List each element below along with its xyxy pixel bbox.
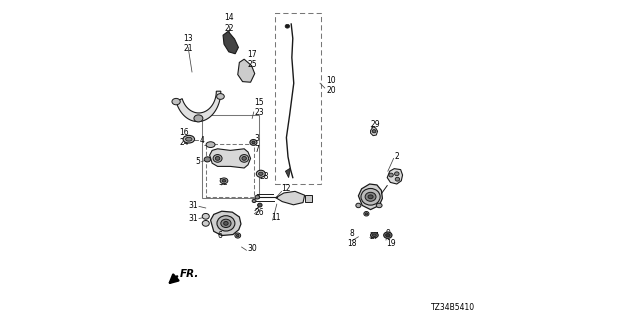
Text: 3
7: 3 7 bbox=[255, 134, 260, 154]
Ellipse shape bbox=[242, 156, 246, 160]
Ellipse shape bbox=[394, 172, 399, 176]
Ellipse shape bbox=[221, 219, 231, 228]
Ellipse shape bbox=[259, 172, 263, 175]
Ellipse shape bbox=[368, 195, 373, 199]
Ellipse shape bbox=[220, 178, 228, 184]
Ellipse shape bbox=[224, 221, 228, 225]
Ellipse shape bbox=[371, 233, 378, 238]
Ellipse shape bbox=[361, 188, 380, 205]
Ellipse shape bbox=[255, 195, 260, 199]
Ellipse shape bbox=[364, 212, 369, 216]
Ellipse shape bbox=[183, 135, 195, 143]
Text: FR.: FR. bbox=[180, 269, 200, 279]
Ellipse shape bbox=[240, 155, 248, 162]
Text: 4: 4 bbox=[199, 136, 204, 145]
Ellipse shape bbox=[235, 233, 241, 238]
Ellipse shape bbox=[396, 177, 399, 181]
Text: 5: 5 bbox=[195, 157, 200, 166]
Ellipse shape bbox=[222, 180, 226, 182]
Text: 1
6: 1 6 bbox=[218, 221, 223, 240]
Ellipse shape bbox=[356, 203, 361, 208]
Bar bbox=[275, 13, 321, 184]
Bar bbox=[202, 115, 259, 198]
Bar bbox=[206, 144, 255, 197]
Ellipse shape bbox=[365, 213, 367, 215]
Text: 30: 30 bbox=[248, 244, 257, 253]
Text: 9
19: 9 19 bbox=[386, 229, 396, 248]
Text: 12: 12 bbox=[281, 184, 291, 193]
Ellipse shape bbox=[388, 173, 393, 177]
Ellipse shape bbox=[204, 157, 211, 162]
Ellipse shape bbox=[376, 203, 382, 208]
Text: 26: 26 bbox=[254, 208, 264, 217]
Text: 2: 2 bbox=[394, 152, 399, 161]
Text: 28: 28 bbox=[260, 172, 269, 180]
Ellipse shape bbox=[202, 213, 209, 219]
Polygon shape bbox=[358, 184, 383, 210]
Polygon shape bbox=[285, 168, 291, 178]
Ellipse shape bbox=[256, 170, 266, 177]
Text: 27: 27 bbox=[369, 232, 379, 241]
Ellipse shape bbox=[250, 140, 257, 145]
Ellipse shape bbox=[383, 232, 392, 238]
Ellipse shape bbox=[372, 234, 376, 236]
Bar bbox=[305, 195, 312, 202]
Ellipse shape bbox=[215, 156, 220, 160]
Text: 31: 31 bbox=[188, 214, 198, 223]
Ellipse shape bbox=[186, 137, 192, 141]
Text: 14
22: 14 22 bbox=[224, 13, 234, 33]
Text: 8
18: 8 18 bbox=[347, 229, 356, 248]
Ellipse shape bbox=[252, 199, 256, 203]
Polygon shape bbox=[176, 91, 221, 122]
Ellipse shape bbox=[372, 130, 376, 133]
Text: 29: 29 bbox=[371, 120, 380, 129]
Polygon shape bbox=[211, 211, 241, 236]
Text: 17
25: 17 25 bbox=[247, 50, 257, 69]
Polygon shape bbox=[238, 59, 255, 82]
Ellipse shape bbox=[194, 115, 203, 122]
Polygon shape bbox=[210, 149, 251, 168]
Text: 13
21: 13 21 bbox=[183, 34, 193, 53]
Text: 11: 11 bbox=[271, 213, 281, 222]
Polygon shape bbox=[276, 191, 305, 205]
Ellipse shape bbox=[216, 93, 224, 99]
Text: 10
20: 10 20 bbox=[326, 76, 336, 95]
Ellipse shape bbox=[252, 141, 255, 144]
Ellipse shape bbox=[202, 220, 209, 226]
Ellipse shape bbox=[237, 234, 239, 237]
Ellipse shape bbox=[258, 203, 262, 207]
Ellipse shape bbox=[365, 192, 376, 201]
Text: 31: 31 bbox=[188, 201, 198, 210]
Polygon shape bbox=[371, 127, 378, 136]
Polygon shape bbox=[223, 31, 239, 54]
Ellipse shape bbox=[206, 142, 215, 148]
Polygon shape bbox=[387, 169, 403, 184]
Text: 32: 32 bbox=[219, 178, 228, 187]
Text: TZ34B5410: TZ34B5410 bbox=[431, 303, 475, 312]
Ellipse shape bbox=[213, 155, 222, 162]
Ellipse shape bbox=[172, 98, 180, 105]
Ellipse shape bbox=[217, 216, 235, 231]
Text: 15
23: 15 23 bbox=[254, 98, 264, 117]
Text: 16
24: 16 24 bbox=[179, 128, 189, 147]
Ellipse shape bbox=[285, 24, 290, 28]
Ellipse shape bbox=[385, 234, 390, 237]
